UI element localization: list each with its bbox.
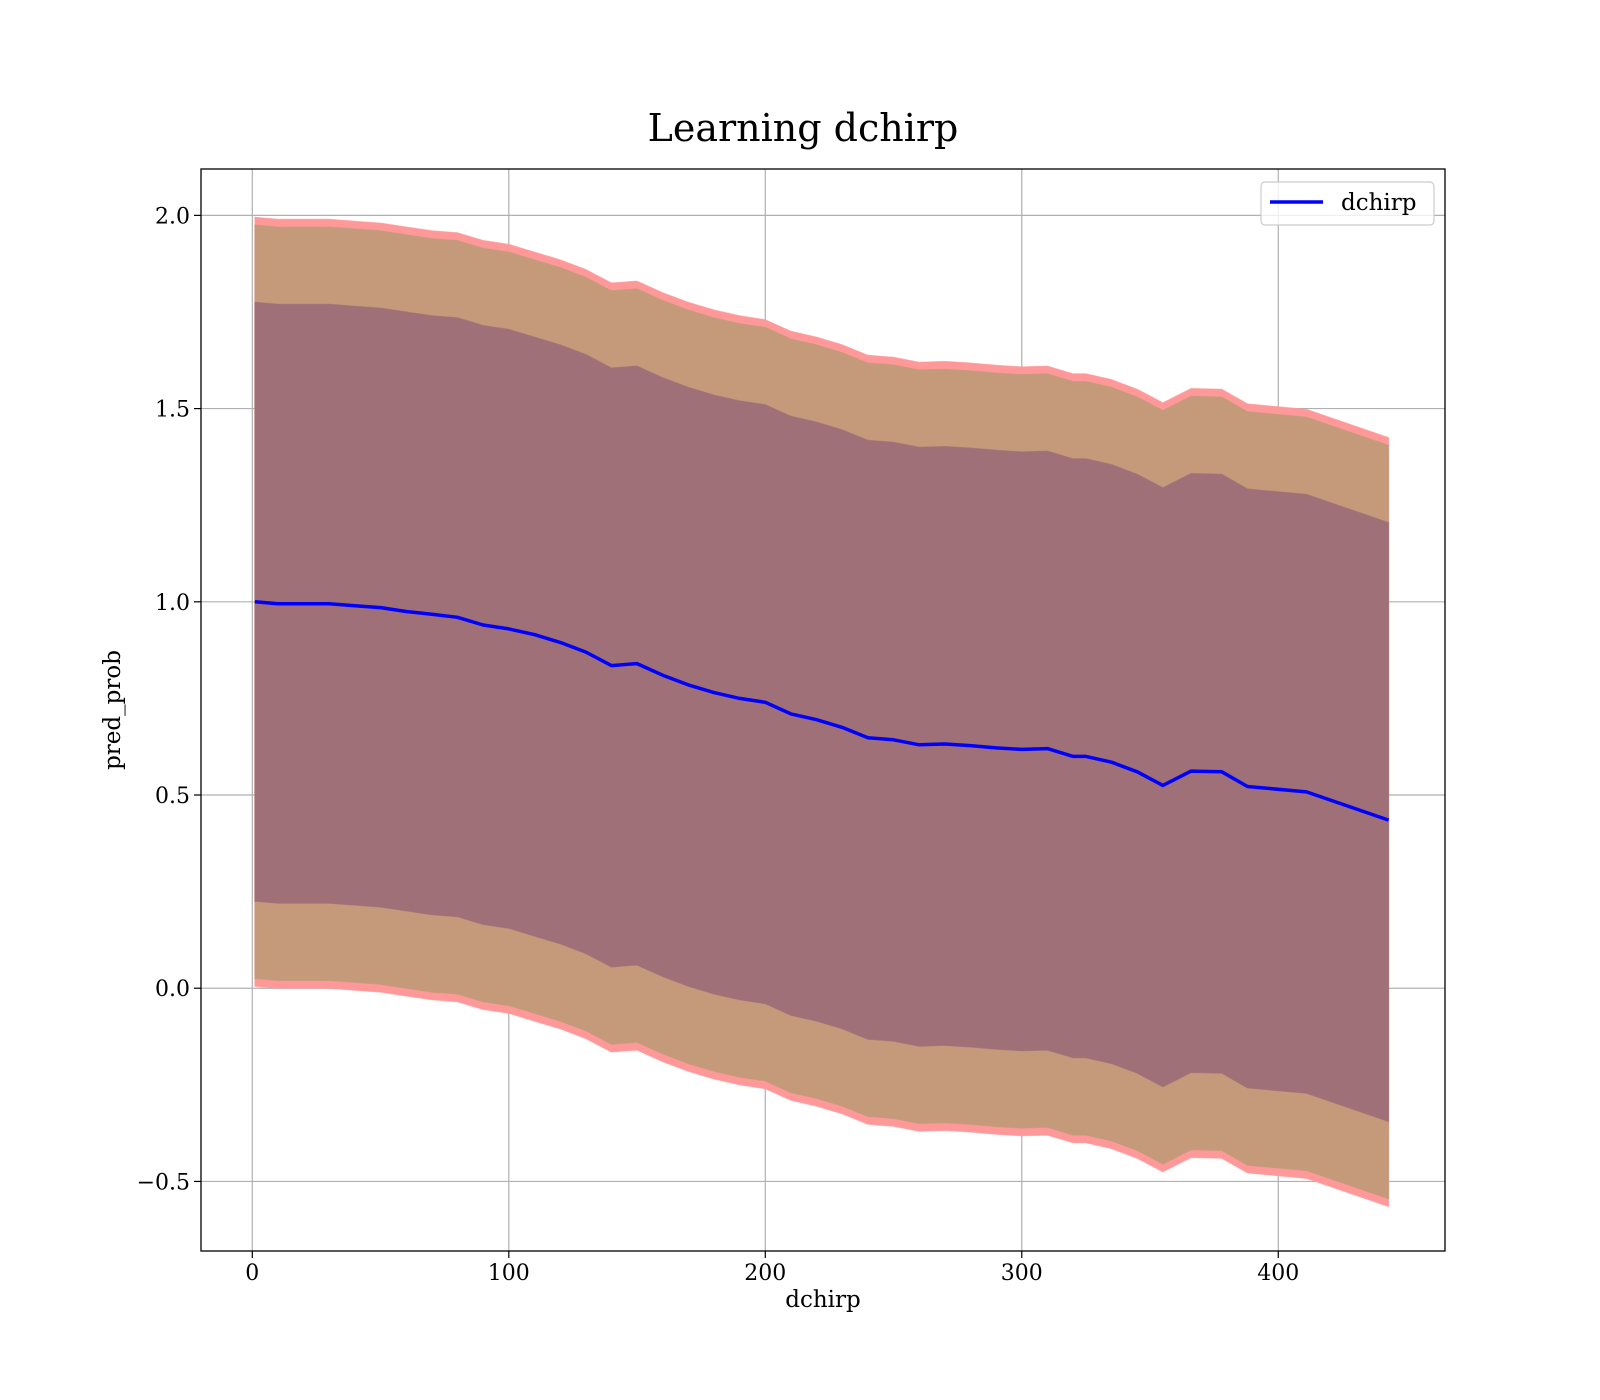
axis-ticks: 0 100 200 300 400 −0.5 0.0 0.5 1.0 1.5 2.0 bbox=[137, 204, 1300, 1286]
y-tick-label: 1.0 bbox=[155, 591, 190, 616]
x-tick-label: 100 bbox=[488, 1261, 530, 1286]
x-tick-label: 200 bbox=[744, 1261, 786, 1286]
x-tick-label: 0 bbox=[245, 1261, 259, 1286]
series-line-dchirp bbox=[254, 600, 1390, 822]
y-tick-label: 1.5 bbox=[155, 398, 190, 423]
chart-title: Learning dchirp bbox=[648, 106, 959, 150]
y-tick-label: 0.0 bbox=[155, 977, 190, 1002]
band-inner bbox=[254, 301, 1390, 1123]
confidence-bands bbox=[254, 216, 1390, 1208]
x-tick-label: 400 bbox=[1257, 1261, 1299, 1286]
legend-box bbox=[1260, 181, 1435, 226]
legend-label-dchirp: dchirp bbox=[1341, 190, 1417, 216]
y-tick-label: −0.5 bbox=[137, 1170, 190, 1195]
legend: dchirp bbox=[1260, 181, 1435, 226]
series-lines bbox=[254, 600, 1390, 822]
x-tick-label: 300 bbox=[1001, 1261, 1043, 1286]
y-tick-label: 2.0 bbox=[155, 204, 190, 229]
y-axis-label: pred_prob bbox=[100, 650, 126, 770]
plot-frame bbox=[200, 168, 1446, 1252]
y-tick-label: 0.5 bbox=[155, 784, 190, 809]
x-axis-label: dchirp bbox=[785, 1287, 861, 1313]
